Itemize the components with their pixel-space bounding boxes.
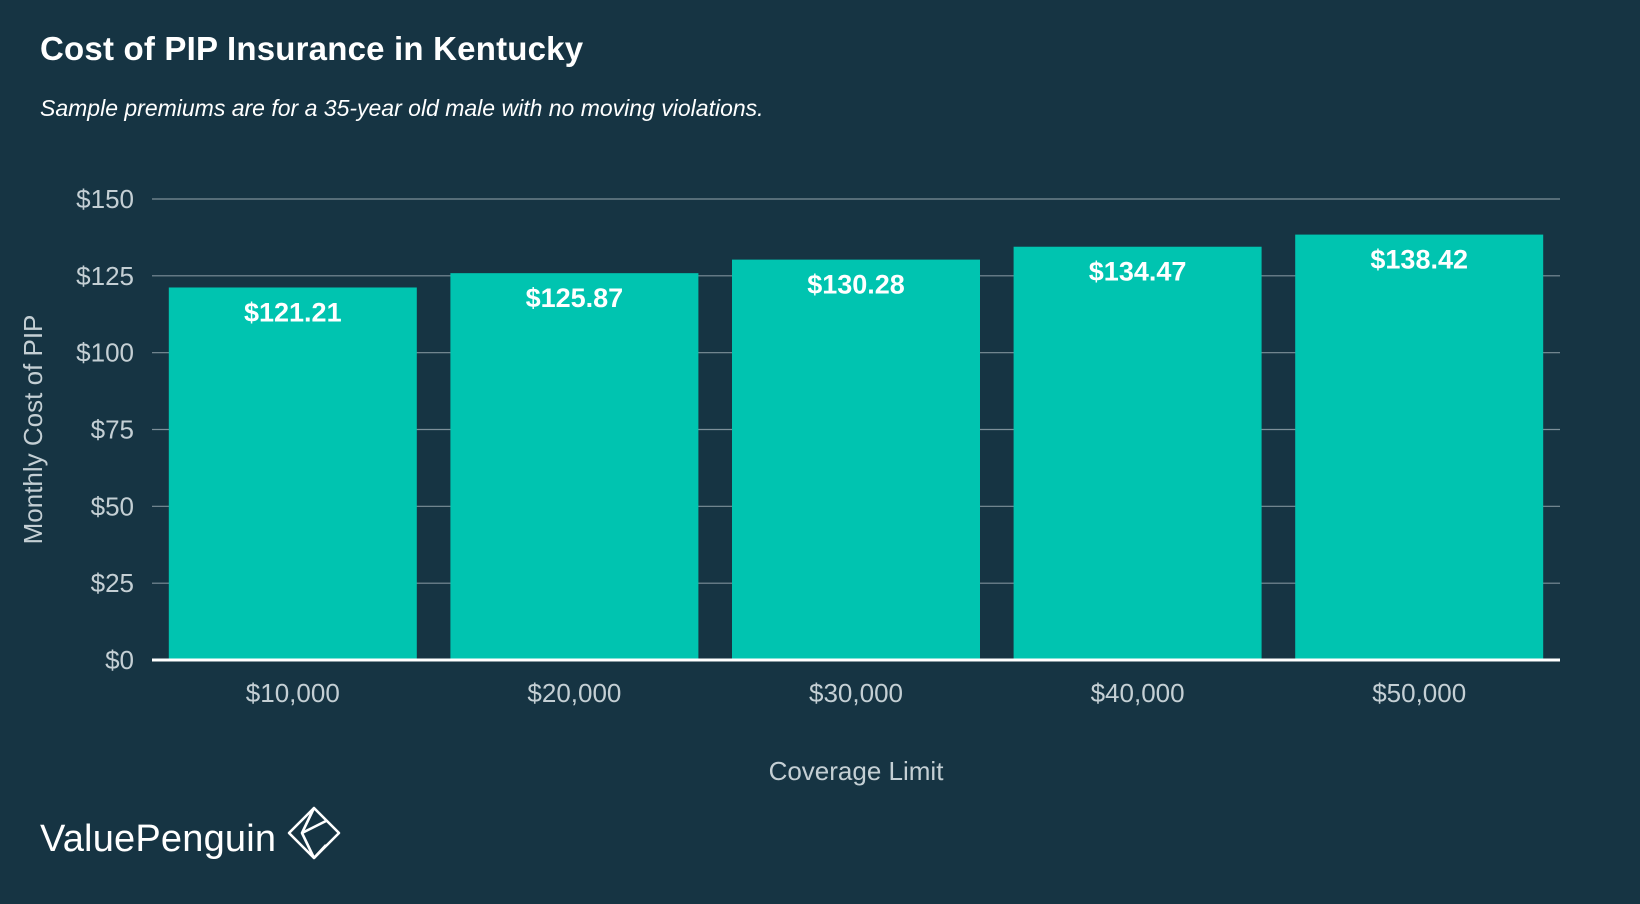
bar <box>732 259 980 660</box>
y-axis-title: Monthly Cost of PIP <box>18 315 48 545</box>
y-tick-label: $150 <box>76 184 134 214</box>
diamond-logo-icon <box>287 806 341 859</box>
y-tick-label: $0 <box>105 645 134 675</box>
bar-value-label: $138.42 <box>1370 245 1468 275</box>
bar-value-label: $134.47 <box>1089 257 1187 287</box>
bar <box>1295 234 1544 660</box>
bar <box>1013 246 1262 660</box>
y-tick-label: $25 <box>91 568 134 598</box>
bar-value-label: $125.87 <box>526 283 624 313</box>
chart-subtitle: Sample premiums are for a 35-year old ma… <box>40 95 764 121</box>
bar-value-label: $130.28 <box>807 270 905 300</box>
bar <box>168 287 417 660</box>
x-tick-label: $50,000 <box>1372 678 1466 708</box>
brand-name: ValuePenguin <box>40 818 277 860</box>
y-tick-label: $75 <box>91 415 134 445</box>
brand-logo: ValuePenguin <box>40 806 342 861</box>
chart-title: Cost of PIP Insurance in Kentucky <box>40 30 584 67</box>
y-tick-label: $100 <box>76 338 134 368</box>
x-tick-label: $10,000 <box>246 678 340 708</box>
x-tick-label: $20,000 <box>527 678 621 708</box>
bar-value-label: $121.21 <box>244 297 342 327</box>
x-axis-title: Coverage Limit <box>769 756 945 786</box>
x-tick-label: $30,000 <box>809 678 903 708</box>
y-tick-label: $125 <box>76 261 134 291</box>
x-tick-label: $40,000 <box>1091 678 1185 708</box>
bar <box>450 273 699 660</box>
y-tick-label: $50 <box>91 491 134 521</box>
